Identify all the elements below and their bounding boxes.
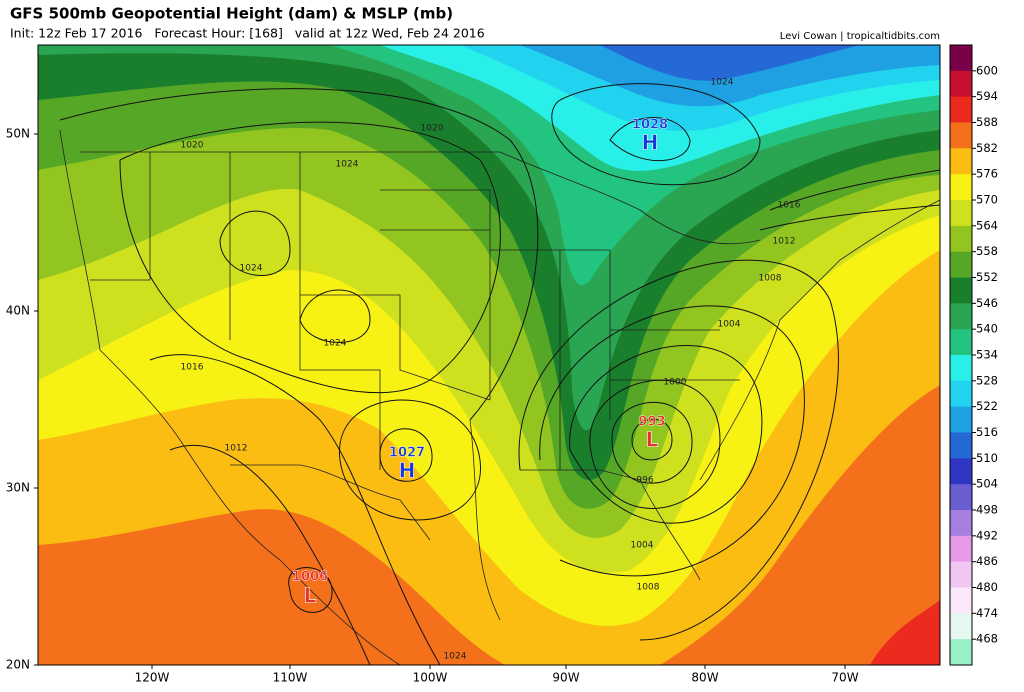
colorbar-swatch [950,122,972,149]
colorbar-swatch [950,329,972,356]
isobars [59,83,940,665]
isobar-label: 1024 [444,652,467,662]
isobar-label: 996 [636,476,653,486]
colorbar-label: 534 [976,348,998,362]
colorbar-swatch [950,96,972,123]
center-pressure: 1028 [632,118,668,133]
colorbar-label: 582 [976,141,998,155]
lon-label: 70W [831,671,858,685]
colorbar-swatch [950,613,972,640]
colorbar-label: 492 [976,528,998,542]
colorbar-label: 600 [976,63,998,77]
center-pressure: 1027 [389,446,425,461]
axes: 50N 40N 30N 20N 120W 110W 100W 90W 80W 70W [6,127,859,685]
colorbar-label: 486 [976,554,998,568]
colorbar-label: 480 [976,580,998,594]
colorbar-swatch [950,200,972,227]
colorbar-label: 516 [976,425,998,439]
center-letter: H [399,459,416,483]
colorbar-label: 528 [976,373,998,387]
colorbar-label: 594 [976,89,998,103]
lat-label: 40N [6,304,30,318]
center-letter: L [646,428,659,452]
colorbar-label: 504 [976,477,998,491]
isobar-label: 1024 [711,78,734,88]
colorbar-label: 510 [976,451,998,465]
isobar-label: 1024 [336,160,359,170]
colorbar-swatch [950,561,972,588]
band-594 [870,600,940,665]
center-pressure: 1006 [292,570,328,585]
colorbar-swatch [950,406,972,433]
isobar-label: 1000 [664,378,687,388]
colorbar-label: 540 [976,322,998,336]
colorbar-label: 474 [976,606,998,620]
center-pressure: 993 [638,415,665,430]
lon-label: 80W [691,671,718,685]
colorbar-label: 498 [976,503,998,517]
band-516 [600,45,860,81]
colorbar-swatch [950,148,972,175]
colorbar-label: 564 [976,218,998,232]
colorbar-swatch [950,251,972,278]
colorbar-label: 552 [976,270,998,284]
colorbar-swatch [950,484,972,511]
isobar-label: 1016 [778,201,801,211]
isobar-label: 1008 [759,274,782,284]
map-frame [37,44,941,666]
isobar-label: 1020 [421,124,444,134]
colorbar-swatch [950,303,972,330]
lon-label: 110W [273,671,308,685]
isobar-label: 1024 [240,264,263,274]
isobar-label: 1008 [637,583,660,593]
isobar-label: 1024 [324,339,347,349]
credit: Levi Cowan | tropicaltidbits.com [780,31,940,42]
subtitle: Init: 12z Feb 17 2016 Forecast Hour: [16… [10,26,485,41]
colorbar-swatch [950,587,972,614]
colorbar-label: 588 [976,115,998,129]
title: GFS 500mb Geopotential Height (dam) & MS… [10,5,453,23]
lon-label: 100W [413,671,448,685]
colorbar: 600 594 588 582 576 570 564 558 552 546 540 534 528 5… [949,44,998,666]
colorbar-swatch [950,432,972,459]
isobar-label: 1012 [225,444,248,454]
colorbar-label: 576 [976,167,998,181]
isobar-label: 1020 [181,141,204,151]
center-letter: H [642,131,659,155]
colorbar-swatch [950,174,972,201]
colorbar-label: 570 [976,193,998,207]
colorbar-label: 468 [976,632,998,646]
colorbar-swatch [950,355,972,382]
map: 1020 1020 1024 1024 1024 1024 1016 1016 … [38,45,940,665]
isobar-label: 1004 [718,320,741,330]
colorbar-swatch [950,225,972,253]
isobar-label: 1016 [181,363,204,373]
lat-label: 30N [6,481,30,495]
isobar-label: 1004 [631,541,654,551]
colorbar-swatch [950,380,972,408]
colorbar-swatch [950,510,972,537]
colorbar-label: 522 [976,399,998,413]
colorbar-label: 558 [976,244,998,258]
colorbar-swatch [950,639,972,666]
colorbar-swatch [950,45,972,72]
colorbar-label: 546 [976,296,998,310]
lat-label: 20N [6,658,30,672]
isobar-label: 1012 [773,237,796,247]
lat-label: 50N [6,127,30,141]
center-letter: L [304,584,317,608]
colorbar-swatch [950,535,972,563]
lon-label: 90W [552,671,579,685]
colorbar-swatch [950,277,972,304]
colorbar-swatch [950,458,972,485]
colorbar-swatch [950,70,972,98]
lon-label: 120W [135,671,170,685]
